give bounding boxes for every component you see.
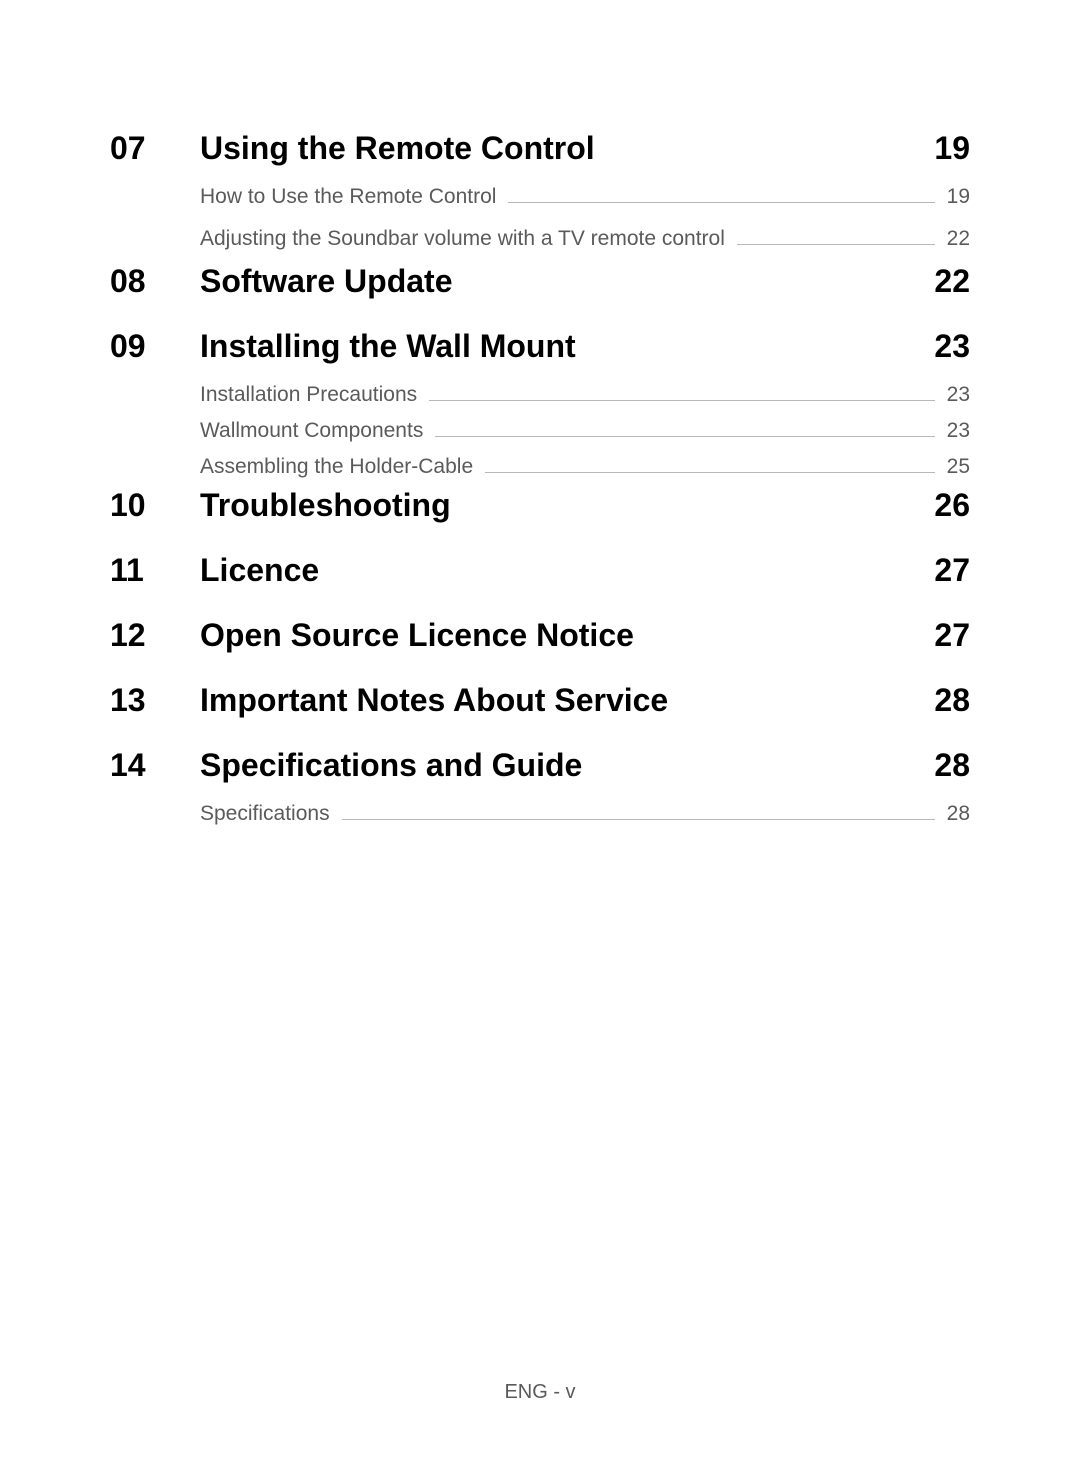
sub-title: Adjusting the Soundbar volume with a TV …	[200, 227, 725, 251]
toc-section-09: 09 Installing the Wall Mount 23	[110, 328, 970, 365]
sub-page: 23	[947, 419, 970, 443]
sub-title: Installation Precautions	[200, 383, 417, 407]
leader-line	[485, 472, 935, 473]
sub-title: How to Use the Remote Control	[200, 185, 496, 209]
toc-container: 07 Using the Remote Control 19 How to Us…	[0, 0, 1080, 826]
section-number: 11	[110, 552, 200, 589]
toc-section-12: 12 Open Source Licence Notice 27	[110, 617, 970, 654]
section-title: Troubleshooting	[200, 487, 934, 524]
section-title: Important Notes About Service	[200, 682, 934, 719]
toc-section-14: 14 Specifications and Guide 28	[110, 747, 970, 784]
leader-line	[342, 819, 935, 820]
section-number: 09	[110, 328, 200, 365]
section-page: 22	[934, 263, 970, 300]
sub-title: Specifications	[200, 802, 330, 826]
sub-page: 25	[947, 455, 970, 479]
section-page: 23	[934, 328, 970, 365]
toc-sub-item: Wallmount Components 23	[200, 419, 970, 443]
section-number: 12	[110, 617, 200, 654]
toc-sub-item: How to Use the Remote Control 19	[200, 185, 970, 209]
section-page: 27	[934, 552, 970, 589]
toc-sub-item: Adjusting the Soundbar volume with a TV …	[200, 227, 970, 251]
section-page: 27	[934, 617, 970, 654]
section-number: 07	[110, 130, 200, 167]
section-page: 26	[934, 487, 970, 524]
section-title: Open Source Licence Notice	[200, 617, 934, 654]
section-number: 14	[110, 747, 200, 784]
section-number: 13	[110, 682, 200, 719]
section-title: Specifications and Guide	[200, 747, 934, 784]
section-number: 10	[110, 487, 200, 524]
section-title: Software Update	[200, 263, 934, 300]
leader-line	[508, 202, 934, 203]
leader-line	[429, 400, 935, 401]
toc-section-07: 07 Using the Remote Control 19	[110, 130, 970, 167]
toc-section-08: 08 Software Update 22	[110, 263, 970, 300]
sub-title: Wallmount Components	[200, 419, 423, 443]
leader-line	[435, 436, 934, 437]
toc-section-10: 10 Troubleshooting 26	[110, 487, 970, 524]
toc-sub-item: Specifications 28	[200, 802, 970, 826]
toc-sub-item: Installation Precautions 23	[200, 383, 970, 407]
sub-page: 28	[947, 802, 970, 826]
leader-line	[737, 244, 935, 245]
section-number: 08	[110, 263, 200, 300]
section-title: Licence	[200, 552, 934, 589]
section-page: 28	[934, 682, 970, 719]
toc-section-13: 13 Important Notes About Service 28	[110, 682, 970, 719]
section-title: Installing the Wall Mount	[200, 328, 934, 365]
section-page: 28	[934, 747, 970, 784]
toc-section-11: 11 Licence 27	[110, 552, 970, 589]
section-title: Using the Remote Control	[200, 130, 934, 167]
sub-page: 22	[947, 227, 970, 251]
sub-page: 23	[947, 383, 970, 407]
section-page: 19	[934, 130, 970, 167]
sub-title: Assembling the Holder-Cable	[200, 455, 473, 479]
sub-page: 19	[947, 185, 970, 209]
toc-sub-item: Assembling the Holder-Cable 25	[200, 455, 970, 479]
page-footer: ENG - v	[0, 1381, 1080, 1404]
